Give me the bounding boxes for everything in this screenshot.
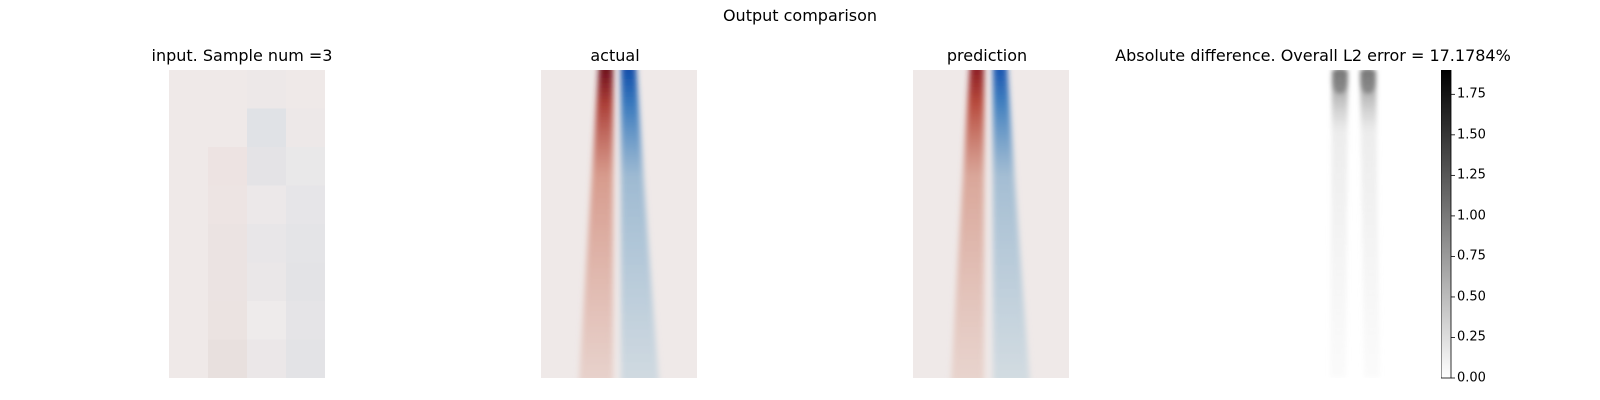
panel-title-prediction: prediction — [946, 46, 1028, 65]
input-cell — [286, 185, 325, 225]
input-cell — [169, 185, 209, 225]
input-cell — [169, 147, 209, 186]
input-cell — [247, 147, 287, 186]
prediction-blue-plume — [993, 70, 1030, 378]
input-cell — [169, 339, 209, 378]
input-cell — [286, 147, 325, 186]
input-cell — [286, 108, 325, 148]
colorbar-tick-label: 0.50 — [1457, 289, 1486, 305]
difference-heatmap — [1280, 70, 1436, 378]
input-cell — [286, 70, 325, 109]
colorbar-tick-label: 1.25 — [1457, 167, 1486, 183]
input-cell — [208, 147, 248, 186]
panel-title-input: input. Sample num =3 — [151, 46, 333, 65]
input-cell — [208, 70, 248, 109]
colorbar-gradient — [1441, 70, 1452, 379]
input-cell — [169, 262, 209, 302]
actual-red-plume — [579, 70, 613, 378]
input-cell — [169, 108, 209, 148]
input-cell — [208, 262, 248, 302]
input-cell — [247, 339, 287, 378]
panel-title-actual: actual — [590, 46, 640, 65]
colorbar-tick-label: 1.75 — [1457, 86, 1486, 102]
actual-blue-plume — [621, 70, 659, 378]
panel-title-difference: Absolute difference. Overall L2 error = … — [1115, 46, 1511, 65]
actual-background — [541, 70, 697, 378]
input-cell — [286, 339, 325, 378]
figure-suptitle: Output comparison — [722, 6, 878, 25]
colorbar — [1441, 70, 1455, 379]
difference-left-streak — [1330, 70, 1348, 378]
colorbar-tick-label: 1.50 — [1457, 127, 1486, 143]
colorbar-tick-label: 0.25 — [1457, 329, 1486, 345]
prediction-background — [913, 70, 1069, 378]
input-cell — [247, 301, 287, 340]
difference-peak-left — [1332, 70, 1348, 94]
input-cell — [286, 224, 325, 263]
prediction-heatmap — [913, 70, 1069, 378]
input-cell — [247, 224, 287, 263]
input-cell — [208, 339, 248, 378]
difference-right-streak — [1360, 70, 1380, 378]
input-cell — [286, 301, 325, 340]
input-cell — [247, 262, 287, 302]
input-cell — [169, 224, 209, 263]
input-cell — [169, 70, 209, 109]
difference-peak-right — [1360, 70, 1376, 94]
input-cell — [208, 301, 248, 340]
actual-heatmap — [541, 70, 697, 378]
colorbar-tick-label: 1.00 — [1457, 208, 1486, 224]
input-heatmap — [169, 70, 325, 378]
input-cell — [247, 108, 287, 148]
input-cell — [286, 262, 325, 302]
colorbar-tick-label: 0.75 — [1457, 248, 1486, 264]
input-cell — [169, 301, 209, 340]
input-cell — [208, 185, 248, 225]
input-cell — [208, 108, 248, 148]
input-cell — [247, 70, 287, 109]
colorbar-tick-label: 0.00 — [1457, 370, 1486, 386]
difference-background — [1280, 70, 1436, 378]
input-cell — [208, 224, 248, 263]
prediction-red-plume — [951, 70, 984, 378]
input-cell — [247, 185, 287, 225]
